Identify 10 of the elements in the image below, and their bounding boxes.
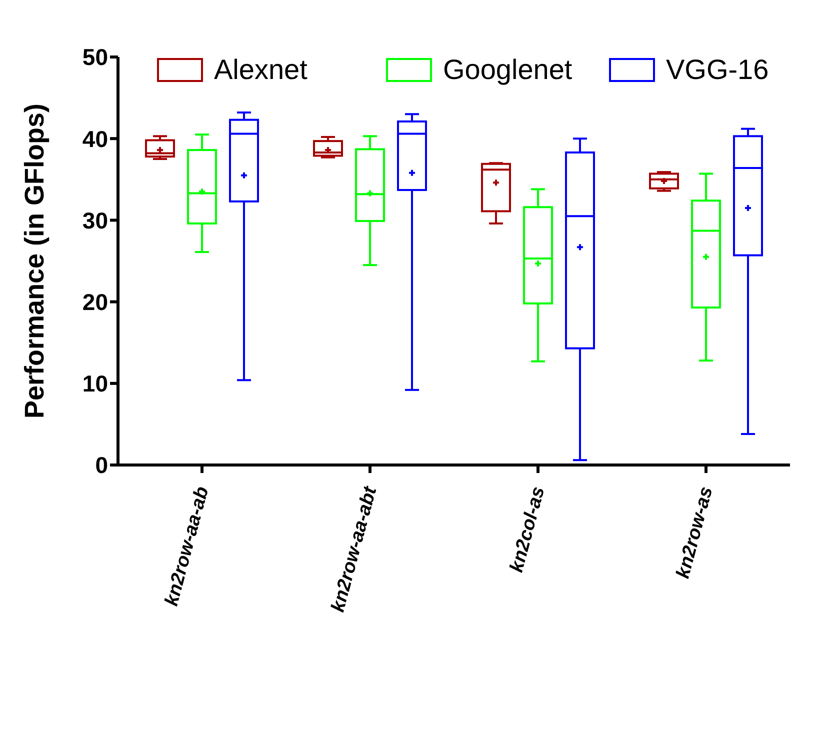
y-tick-label: 40 bbox=[82, 126, 108, 152]
legend-label: Alexnet bbox=[214, 54, 308, 85]
y-tick-label: 0 bbox=[95, 452, 108, 478]
y-tick-label: 50 bbox=[82, 44, 108, 70]
y-tick-label: 10 bbox=[82, 370, 108, 397]
legend-label: VGG-16 bbox=[666, 54, 769, 85]
y-tick-label: 30 bbox=[82, 207, 108, 234]
y-axis-title: Performance (in GFlops) bbox=[20, 103, 50, 419]
legend-label: Googlenet bbox=[443, 54, 572, 85]
y-tick-label: 20 bbox=[82, 288, 108, 315]
